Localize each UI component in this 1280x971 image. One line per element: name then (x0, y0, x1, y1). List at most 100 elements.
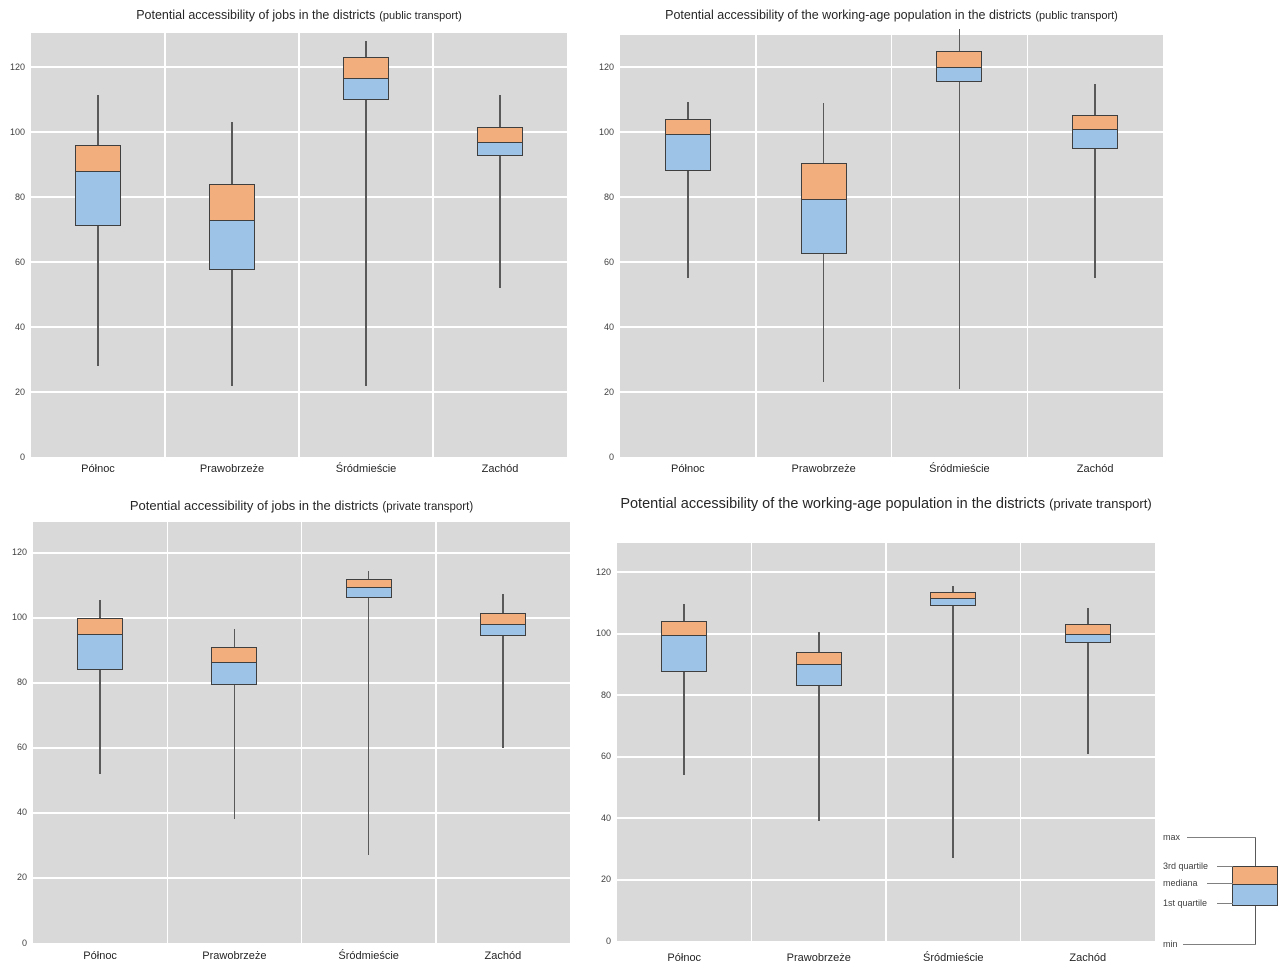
box-upper-quartile (801, 164, 846, 200)
y-tick-label: 80 (14, 191, 25, 202)
whisker-line (817, 632, 820, 822)
box-lower-quartile (212, 662, 257, 684)
chart-title-suffix: (public transport) (379, 10, 462, 22)
legend-glyph-upper-quartile (1233, 867, 1277, 885)
x-category-label: Śródmieście (335, 463, 397, 475)
x-category-label: Śródmieście (338, 950, 399, 962)
y-tick-label: 80 (16, 677, 27, 688)
h-gridline (617, 571, 1155, 574)
y-tick-label: 20 (603, 386, 614, 397)
box-lower-quartile (665, 134, 710, 171)
box-upper-quartile (931, 593, 976, 600)
legend-connector-line (1217, 903, 1233, 904)
whisker-line (367, 570, 370, 856)
whisker-line (499, 94, 501, 289)
box-upper-quartile (1073, 115, 1118, 131)
x-category-label: Północ (667, 952, 702, 964)
h-gridline (617, 878, 1155, 881)
box-upper-quartile (478, 128, 522, 143)
v-gridline (164, 33, 166, 457)
y-tick-label: 60 (14, 256, 25, 267)
y-tick-label: 20 (600, 874, 611, 885)
plot-area (33, 522, 570, 943)
whisker-line (952, 586, 955, 858)
y-tick-label: 100 (9, 126, 25, 137)
h-gridline (31, 261, 567, 264)
h-gridline (33, 551, 570, 554)
whisker-line (231, 122, 233, 386)
y-tick-label: 40 (16, 807, 27, 818)
box-lower-quartile (796, 665, 841, 685)
h-gridline (620, 196, 1163, 199)
chart-title-suffix: (public transport) (1035, 10, 1118, 22)
box (795, 652, 842, 686)
legend-connector-line (1207, 883, 1233, 884)
y-tick-label: 120 (595, 566, 611, 577)
h-gridline (31, 326, 567, 329)
v-gridline (166, 522, 168, 943)
box (936, 51, 983, 83)
v-gridline (432, 33, 434, 457)
x-category-label: Północ (83, 950, 117, 962)
chart-title: Potential accessibility of the working-a… (620, 8, 1163, 22)
box-upper-quartile (78, 618, 123, 636)
y-tick-label: 40 (600, 812, 611, 823)
v-gridline (300, 522, 303, 943)
v-gridline (885, 543, 887, 941)
chart-title-main: Potential accessibility of jobs in the d… (136, 8, 376, 22)
y-tick-label: 60 (16, 742, 27, 753)
x-category-label: Prawobrzeże (786, 952, 851, 964)
whisker-line (365, 41, 367, 386)
y-tick-label: 0 (19, 451, 25, 462)
box-lower-quartile (346, 588, 391, 598)
h-gridline (620, 391, 1163, 394)
whisker-line (687, 101, 689, 279)
x-category-label: Zachód (1069, 952, 1107, 964)
plot-area (620, 28, 1163, 457)
chart-title-suffix: (private transport) (1049, 496, 1152, 511)
y-tick-label: 40 (14, 321, 25, 332)
box (479, 613, 526, 636)
whisker-line (502, 593, 504, 748)
box-lower-quartile (1073, 130, 1118, 148)
legend-label: 3rd quartile (1163, 861, 1209, 871)
y-tick-label: 100 (598, 126, 614, 137)
y-tick-label: 100 (595, 628, 611, 639)
chart-title-main: Potential accessibility of the working-a… (620, 496, 1046, 512)
h-gridline (33, 876, 570, 879)
whisker-line (822, 103, 825, 383)
y-tick-label: 60 (603, 256, 614, 267)
h-gridline (33, 746, 570, 749)
h-gridline (31, 66, 567, 69)
box-lower-quartile (478, 142, 522, 156)
x-category-label: Prawobrzeże (791, 463, 856, 475)
h-gridline (620, 66, 1163, 69)
legend-label: max (1163, 832, 1181, 842)
box-lower-quartile (78, 635, 123, 669)
whisker-line (958, 28, 961, 389)
h-gridline (33, 616, 570, 619)
h-gridline (617, 632, 1155, 635)
box (77, 617, 124, 670)
box-upper-quartile (662, 622, 707, 637)
y-tick-label: 80 (603, 191, 614, 202)
h-gridline (33, 811, 570, 814)
box-upper-quartile (665, 120, 710, 135)
box-upper-quartile (212, 648, 257, 663)
box (345, 578, 392, 599)
box (75, 145, 121, 227)
y-tick-label: 0 (605, 935, 611, 946)
whisker-line (683, 604, 686, 776)
legend-connector-line (1183, 944, 1256, 945)
v-gridline (435, 522, 437, 943)
x-category-label: Północ (671, 463, 705, 475)
v-gridline (1026, 35, 1028, 457)
box-upper-quartile (796, 653, 841, 666)
box-lower-quartile (344, 79, 388, 99)
x-category-label: Prawobrzeże (199, 463, 265, 475)
box (211, 647, 258, 685)
box-upper-quartile (937, 52, 982, 69)
